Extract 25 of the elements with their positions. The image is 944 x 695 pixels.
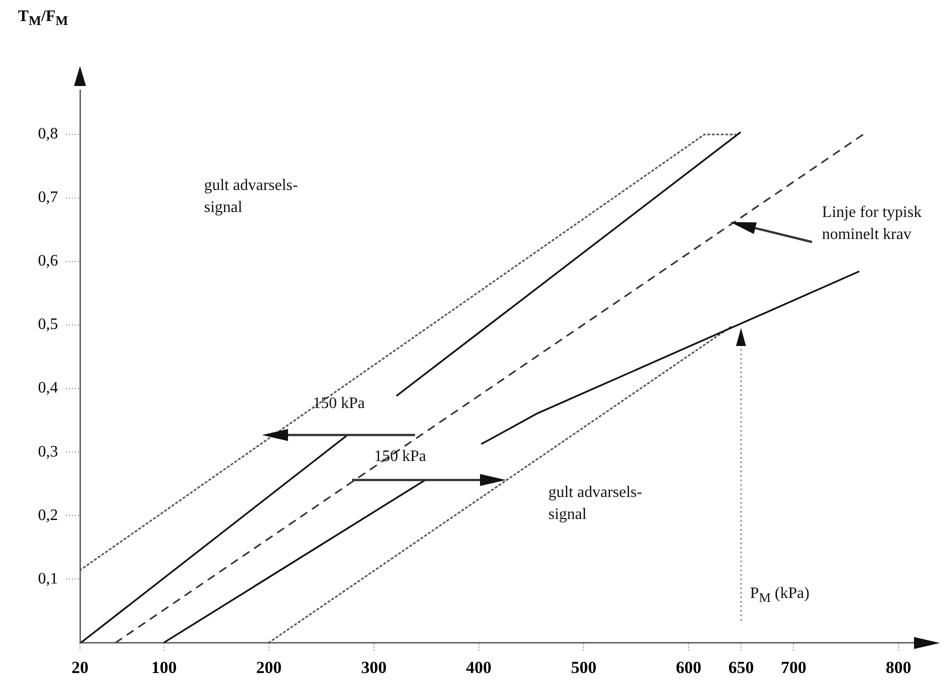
y-tick-label: 0,3	[38, 443, 58, 460]
annotation: gult advarsels- signal	[204, 176, 298, 218]
y-tick-label: 0,4	[38, 380, 58, 397]
x-tick-label: 600	[676, 658, 702, 678]
x-tick-label: 300	[361, 658, 387, 678]
x-axis-title: P$_{M}$ (kPa)	[750, 584, 810, 606]
x-tick-label: 200	[256, 658, 282, 678]
x-tick-label: 700	[780, 658, 806, 678]
x-tick-label: 500	[570, 658, 596, 678]
y-axis-title: T$_{M}$/F$_{M}$	[18, 8, 68, 30]
y-tick-label: 0,5	[38, 316, 58, 334]
x-tick-label: 800	[886, 658, 912, 678]
annotation: gult advarsels- signal	[548, 483, 642, 526]
annotation: 150 kPa	[374, 447, 426, 468]
x-tick-label: 650	[728, 658, 754, 678]
y-tick-label: 0,2	[38, 506, 58, 524]
x-tick-label: 100	[151, 658, 177, 678]
annotation: Linje for typisk nominelt krav	[822, 202, 922, 245]
y-tick-label: 0,6	[38, 252, 58, 270]
y-tick-label: 0,1	[38, 570, 58, 588]
annotation: 150 kPa	[312, 394, 365, 414]
x-tick-label: 20	[72, 658, 88, 678]
x-tick-label: 400	[466, 658, 492, 678]
y-tick-label: 0,8	[38, 126, 58, 143]
y-tick-label: 0,7	[38, 189, 58, 206]
